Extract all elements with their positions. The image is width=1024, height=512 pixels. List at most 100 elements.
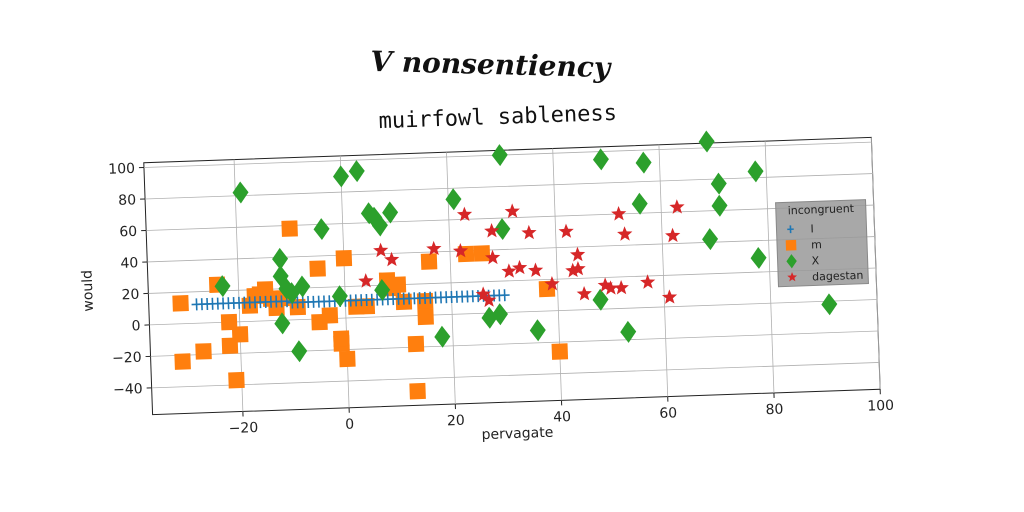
point-m: [174, 353, 191, 370]
point-x: [331, 285, 348, 308]
point-dagestan: [570, 260, 586, 276]
point-x: [371, 214, 388, 237]
point-dagestan: [426, 240, 442, 256]
point-x: [214, 275, 231, 298]
legend-label: X: [811, 254, 819, 267]
point-dagestan: [569, 246, 586, 262]
point-x: [635, 151, 652, 174]
x-gridline: [658, 144, 669, 397]
point-x: [529, 319, 546, 342]
x-tick-label: 20: [447, 413, 465, 430]
legend-box: [775, 199, 869, 288]
legend-label: m: [811, 238, 822, 251]
point-dagestan: [358, 273, 374, 288]
legend-marker-m: [785, 239, 797, 251]
point-x: [702, 228, 719, 251]
point-x: [283, 282, 300, 305]
point-x: [272, 247, 289, 270]
point-x: [592, 148, 609, 171]
y-tick-label: −20: [112, 350, 142, 367]
point-m: [172, 295, 189, 312]
y-gridline: [151, 362, 880, 389]
x-gridline: [446, 152, 456, 405]
point-m: [417, 308, 434, 326]
point-x: [445, 188, 462, 211]
point-dagestan: [617, 226, 633, 241]
point-m: [551, 343, 569, 360]
point-m: [228, 371, 245, 389]
point-m: [473, 245, 491, 262]
point-dagestan: [613, 279, 629, 295]
x-tick-label: 0: [345, 417, 354, 433]
x-tick-label: 80: [765, 402, 783, 419]
point-dagestan: [576, 285, 592, 301]
point-x: [274, 312, 291, 335]
point-x: [494, 218, 511, 241]
legend-title: incongruent: [787, 202, 854, 217]
y-ticks: −40 −20 0 20 40 60 80 100: [108, 161, 152, 398]
point-dagestan: [456, 206, 473, 222]
point-x: [374, 278, 391, 301]
point-x: [481, 306, 498, 329]
y-tick-label: 100: [108, 161, 135, 178]
point-x: [491, 144, 508, 167]
point-x: [434, 325, 451, 348]
point-m: [407, 335, 425, 353]
point-dagestan: [512, 259, 528, 275]
x-tick-label: −20: [228, 420, 258, 437]
point-x: [232, 181, 249, 204]
chart-title: muirfowl sableness: [378, 101, 617, 134]
point-dagestan: [481, 292, 497, 308]
x-tick-label: 60: [659, 405, 677, 422]
point-dagestan: [521, 224, 537, 240]
point-x: [291, 340, 308, 363]
point-dagestan: [484, 222, 500, 238]
point-dagestan: [565, 262, 581, 278]
point-x: [313, 218, 330, 241]
point-x: [711, 194, 728, 217]
point-dagestan: [528, 262, 544, 278]
x-ticks: −20 0 20 40 60 80 100: [228, 389, 894, 437]
point-m: [384, 279, 402, 297]
point-x: [747, 160, 764, 183]
x-tick-label: 100: [867, 398, 894, 415]
point-x: [294, 275, 311, 298]
legend-marker-x: [786, 254, 797, 269]
point-m: [309, 260, 326, 277]
point-x: [382, 201, 399, 224]
legend-marker-dagestan: [787, 272, 798, 282]
legend-label: dagestan: [812, 269, 864, 284]
y-gridline: [145, 173, 873, 200]
y-gridline: [146, 204, 874, 231]
y-axis-label: would: [80, 270, 97, 312]
y-gridline: [149, 299, 878, 326]
x-tick-label: 40: [553, 409, 571, 426]
point-dagestan: [611, 205, 627, 221]
chart-suptitle: V nonsentiency: [370, 45, 612, 84]
x-gridline: [233, 159, 244, 412]
point-m: [339, 350, 356, 368]
point-dagestan: [640, 274, 656, 289]
point-x: [333, 165, 349, 188]
point-x: [631, 192, 648, 215]
point-m: [358, 298, 376, 315]
point-dagestan: [603, 280, 619, 295]
point-m: [281, 220, 298, 237]
y-tick-label: 80: [118, 192, 136, 209]
point-m: [231, 326, 249, 343]
point-x: [620, 320, 637, 343]
y-gridline: [147, 236, 875, 263]
point-x: [592, 288, 609, 311]
point-x: [492, 303, 509, 326]
x-gridline: [764, 141, 775, 393]
y-tick-label: −40: [113, 381, 143, 398]
point-m: [409, 382, 426, 400]
point-dagestan: [558, 223, 574, 239]
point-x: [710, 172, 727, 195]
point-dagestan: [452, 242, 469, 258]
point-dagestan: [485, 249, 501, 265]
point-dagestan: [384, 251, 400, 267]
y-tick-label: 40: [120, 255, 138, 272]
